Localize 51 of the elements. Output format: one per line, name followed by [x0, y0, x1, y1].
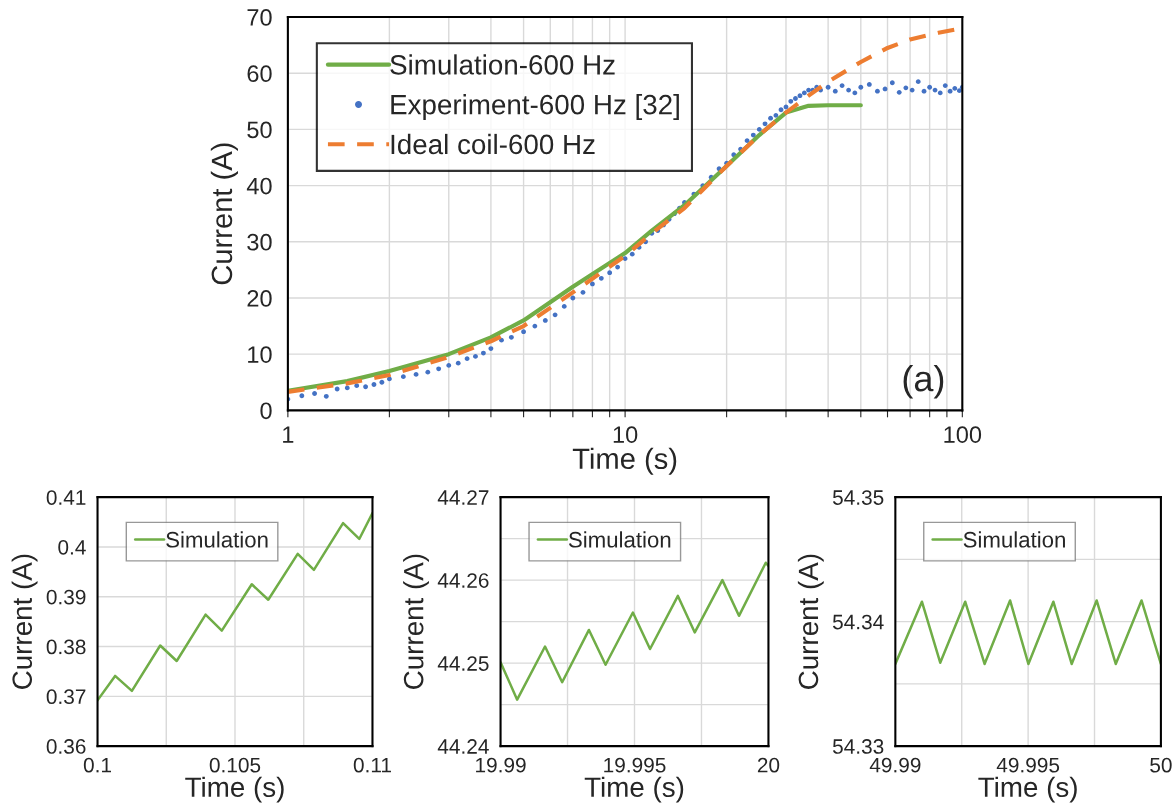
y-axis-title: Current (A)	[210, 143, 238, 285]
x-tick-label: 49.995	[996, 757, 1060, 773]
x-tick-label: 0.1	[83, 757, 111, 773]
x-tick-label: 20	[757, 757, 780, 773]
line-series	[500, 561, 769, 701]
x-axis-title: Time (s)	[185, 776, 284, 803]
line-series	[895, 599, 1161, 666]
y-tick-label: 50	[247, 121, 272, 139]
y-tick-label: 54.33	[832, 739, 884, 754]
legend-label: Simulation-600 Hz	[390, 54, 615, 75]
y-tick-label: 0.37	[46, 689, 86, 705]
x-tick-label: 19.99	[476, 757, 526, 773]
y-tick-label: 54.35	[832, 490, 884, 505]
x-tick-label: 19.995	[604, 757, 666, 773]
legend-label: Simulation	[166, 531, 268, 548]
legend-label: Ideal coil-600 Hz	[391, 133, 595, 155]
y-tick-label: 0.36	[46, 739, 86, 754]
x-tick-label: 1	[283, 426, 294, 443]
y-tick-label: 20	[247, 290, 272, 307]
y-tick-label: 60	[247, 65, 272, 83]
y-axis-title: Current (A)	[403, 554, 429, 689]
x-tick-label: 50	[1150, 757, 1172, 773]
x-axis-title: Time (s)	[978, 776, 1077, 803]
y-tick-label: 44.27	[437, 490, 489, 505]
y-axis-title: Current (A)	[797, 554, 824, 689]
y-tick-label: 40	[246, 177, 272, 195]
y-tick-label: 44.26	[437, 573, 489, 588]
y-tick-label: 10	[248, 346, 272, 363]
y-tick-label: 0.4	[58, 539, 86, 555]
x-tick-label: 49.99	[869, 757, 921, 773]
y-tick-label: 44.24	[437, 739, 489, 754]
line-series	[97, 511, 373, 702]
y-tick-label: 0.39	[46, 589, 86, 605]
annotation: (a)	[903, 364, 944, 399]
y-tick-label: 30	[247, 233, 272, 251]
x-tick-label: 0.11	[353, 757, 391, 773]
x-tick-label: 100	[944, 426, 982, 443]
y-tick-label: 0	[260, 402, 272, 420]
legend-label: Experiment-600 Hz [32]	[391, 94, 679, 120]
x-tick-label: 0.105	[209, 757, 261, 773]
x-axis-title: Time (s)	[584, 776, 684, 803]
y-tick-label: 0.41	[46, 490, 86, 505]
y-tick-label: 44.25	[437, 656, 489, 671]
x-axis-title: Time (s)	[572, 447, 677, 475]
x-tick-label: 10	[613, 426, 638, 443]
y-tick-label: 0.38	[46, 639, 86, 655]
y-tick-label: 54.34	[832, 614, 884, 630]
y-tick-label: 70	[247, 9, 272, 26]
legend-label: Simulation	[568, 531, 671, 548]
legend-label: Simulation	[963, 531, 1065, 548]
y-axis-title: Current (A)	[11, 554, 38, 689]
